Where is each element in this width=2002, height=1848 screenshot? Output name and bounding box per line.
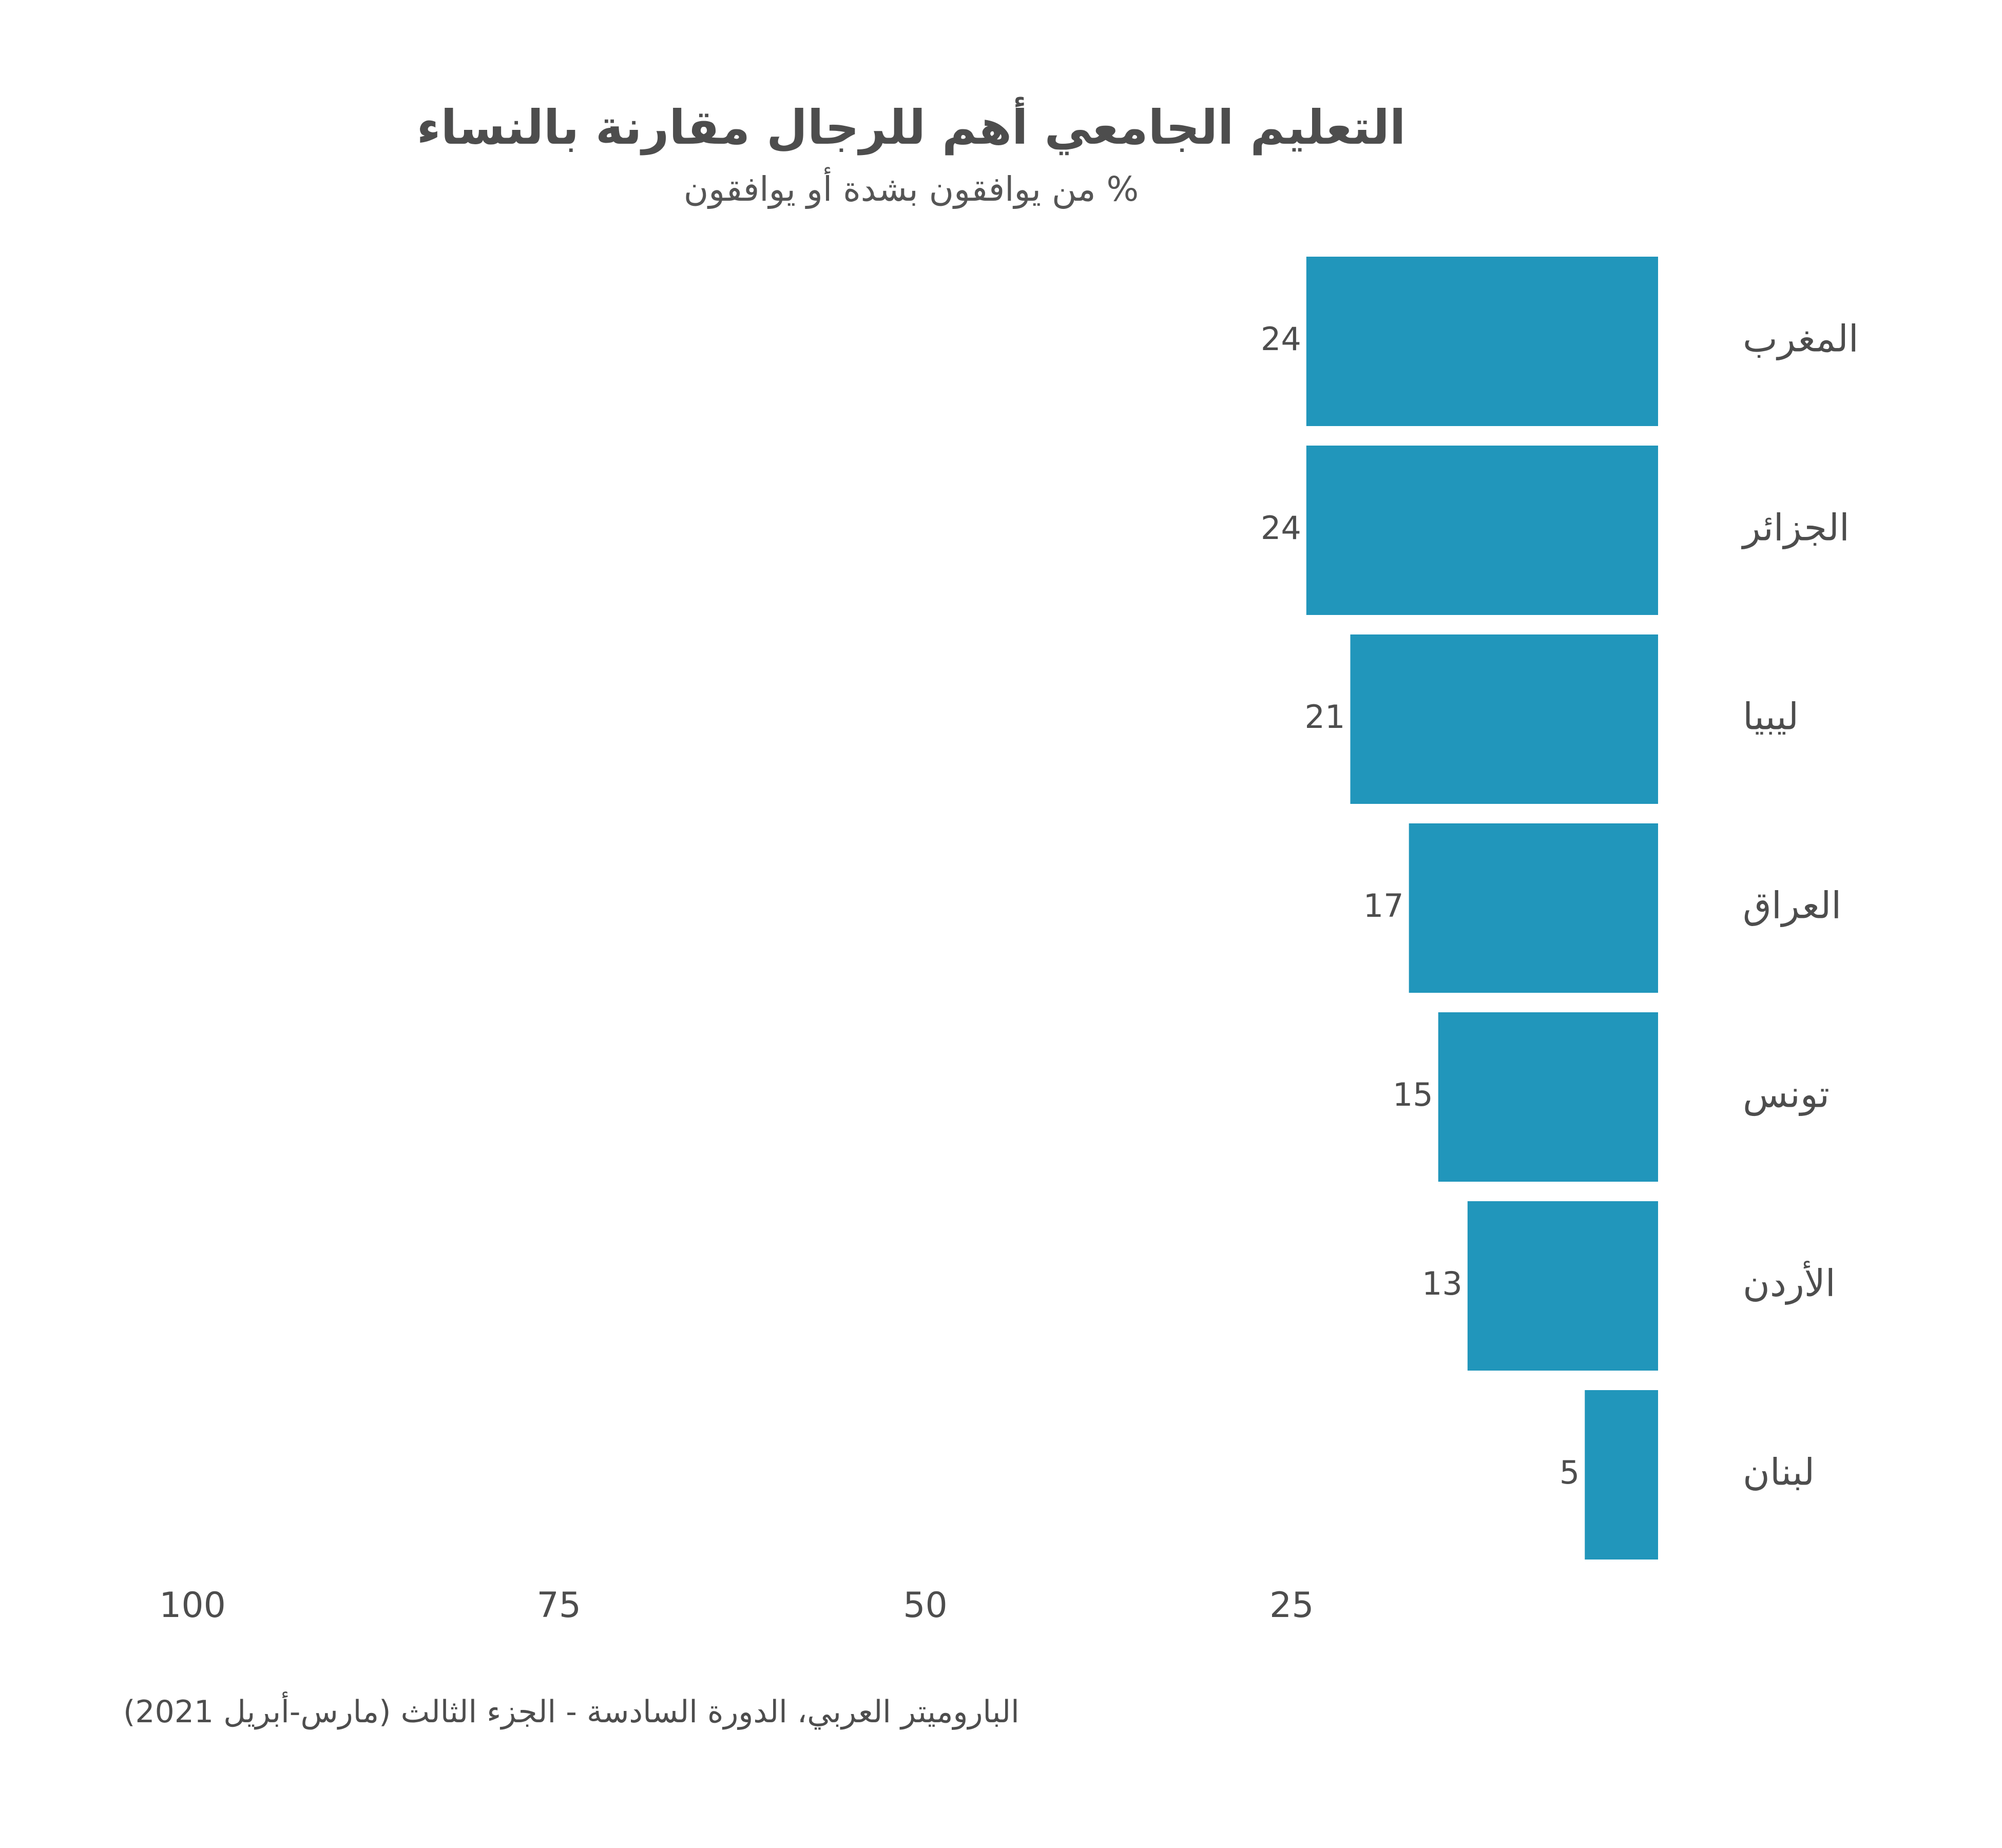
- bar-3: [1350, 634, 1658, 804]
- bar-value-label: 21: [1305, 698, 1345, 736]
- x-tick-label: 100: [159, 1585, 226, 1626]
- category-label: الجزائر: [1741, 506, 1850, 550]
- category-label: الأردن: [1743, 1261, 1836, 1305]
- bar-2: [1306, 446, 1658, 615]
- category-label: العراق: [1743, 884, 1841, 928]
- x-tick-label: 50: [903, 1585, 948, 1626]
- bar-value-label: 15: [1393, 1076, 1433, 1113]
- bar-1: [1306, 257, 1658, 426]
- category-label: لبنان: [1743, 1451, 1815, 1494]
- chart-title: التعليم الجامعي أهم للرجال مقارنة بالنسا…: [416, 100, 1406, 155]
- category-label: تونس: [1743, 1073, 1830, 1116]
- bar-value-label: 5: [1560, 1454, 1580, 1491]
- chart-source: الباروميتر العربي، الدورة السادسة - الجز…: [123, 1694, 1019, 1730]
- category-label: المغرب: [1743, 317, 1859, 361]
- chart-subtitle: % من يوافقون بشدة أو يوافقون: [683, 169, 1139, 209]
- category-label: ليبيا: [1743, 695, 1799, 738]
- bar-5: [1438, 1012, 1658, 1182]
- bar-value-label: 24: [1261, 509, 1301, 547]
- bar-6: [1467, 1201, 1658, 1371]
- bar-value-label: 24: [1261, 320, 1301, 358]
- bar-value-label: 13: [1422, 1265, 1462, 1302]
- bar-7: [1585, 1390, 1658, 1560]
- x-tick-label: 75: [536, 1585, 581, 1626]
- bar-4: [1409, 823, 1658, 993]
- bar-value-label: 17: [1363, 887, 1404, 925]
- x-tick-label: 25: [1269, 1585, 1314, 1626]
